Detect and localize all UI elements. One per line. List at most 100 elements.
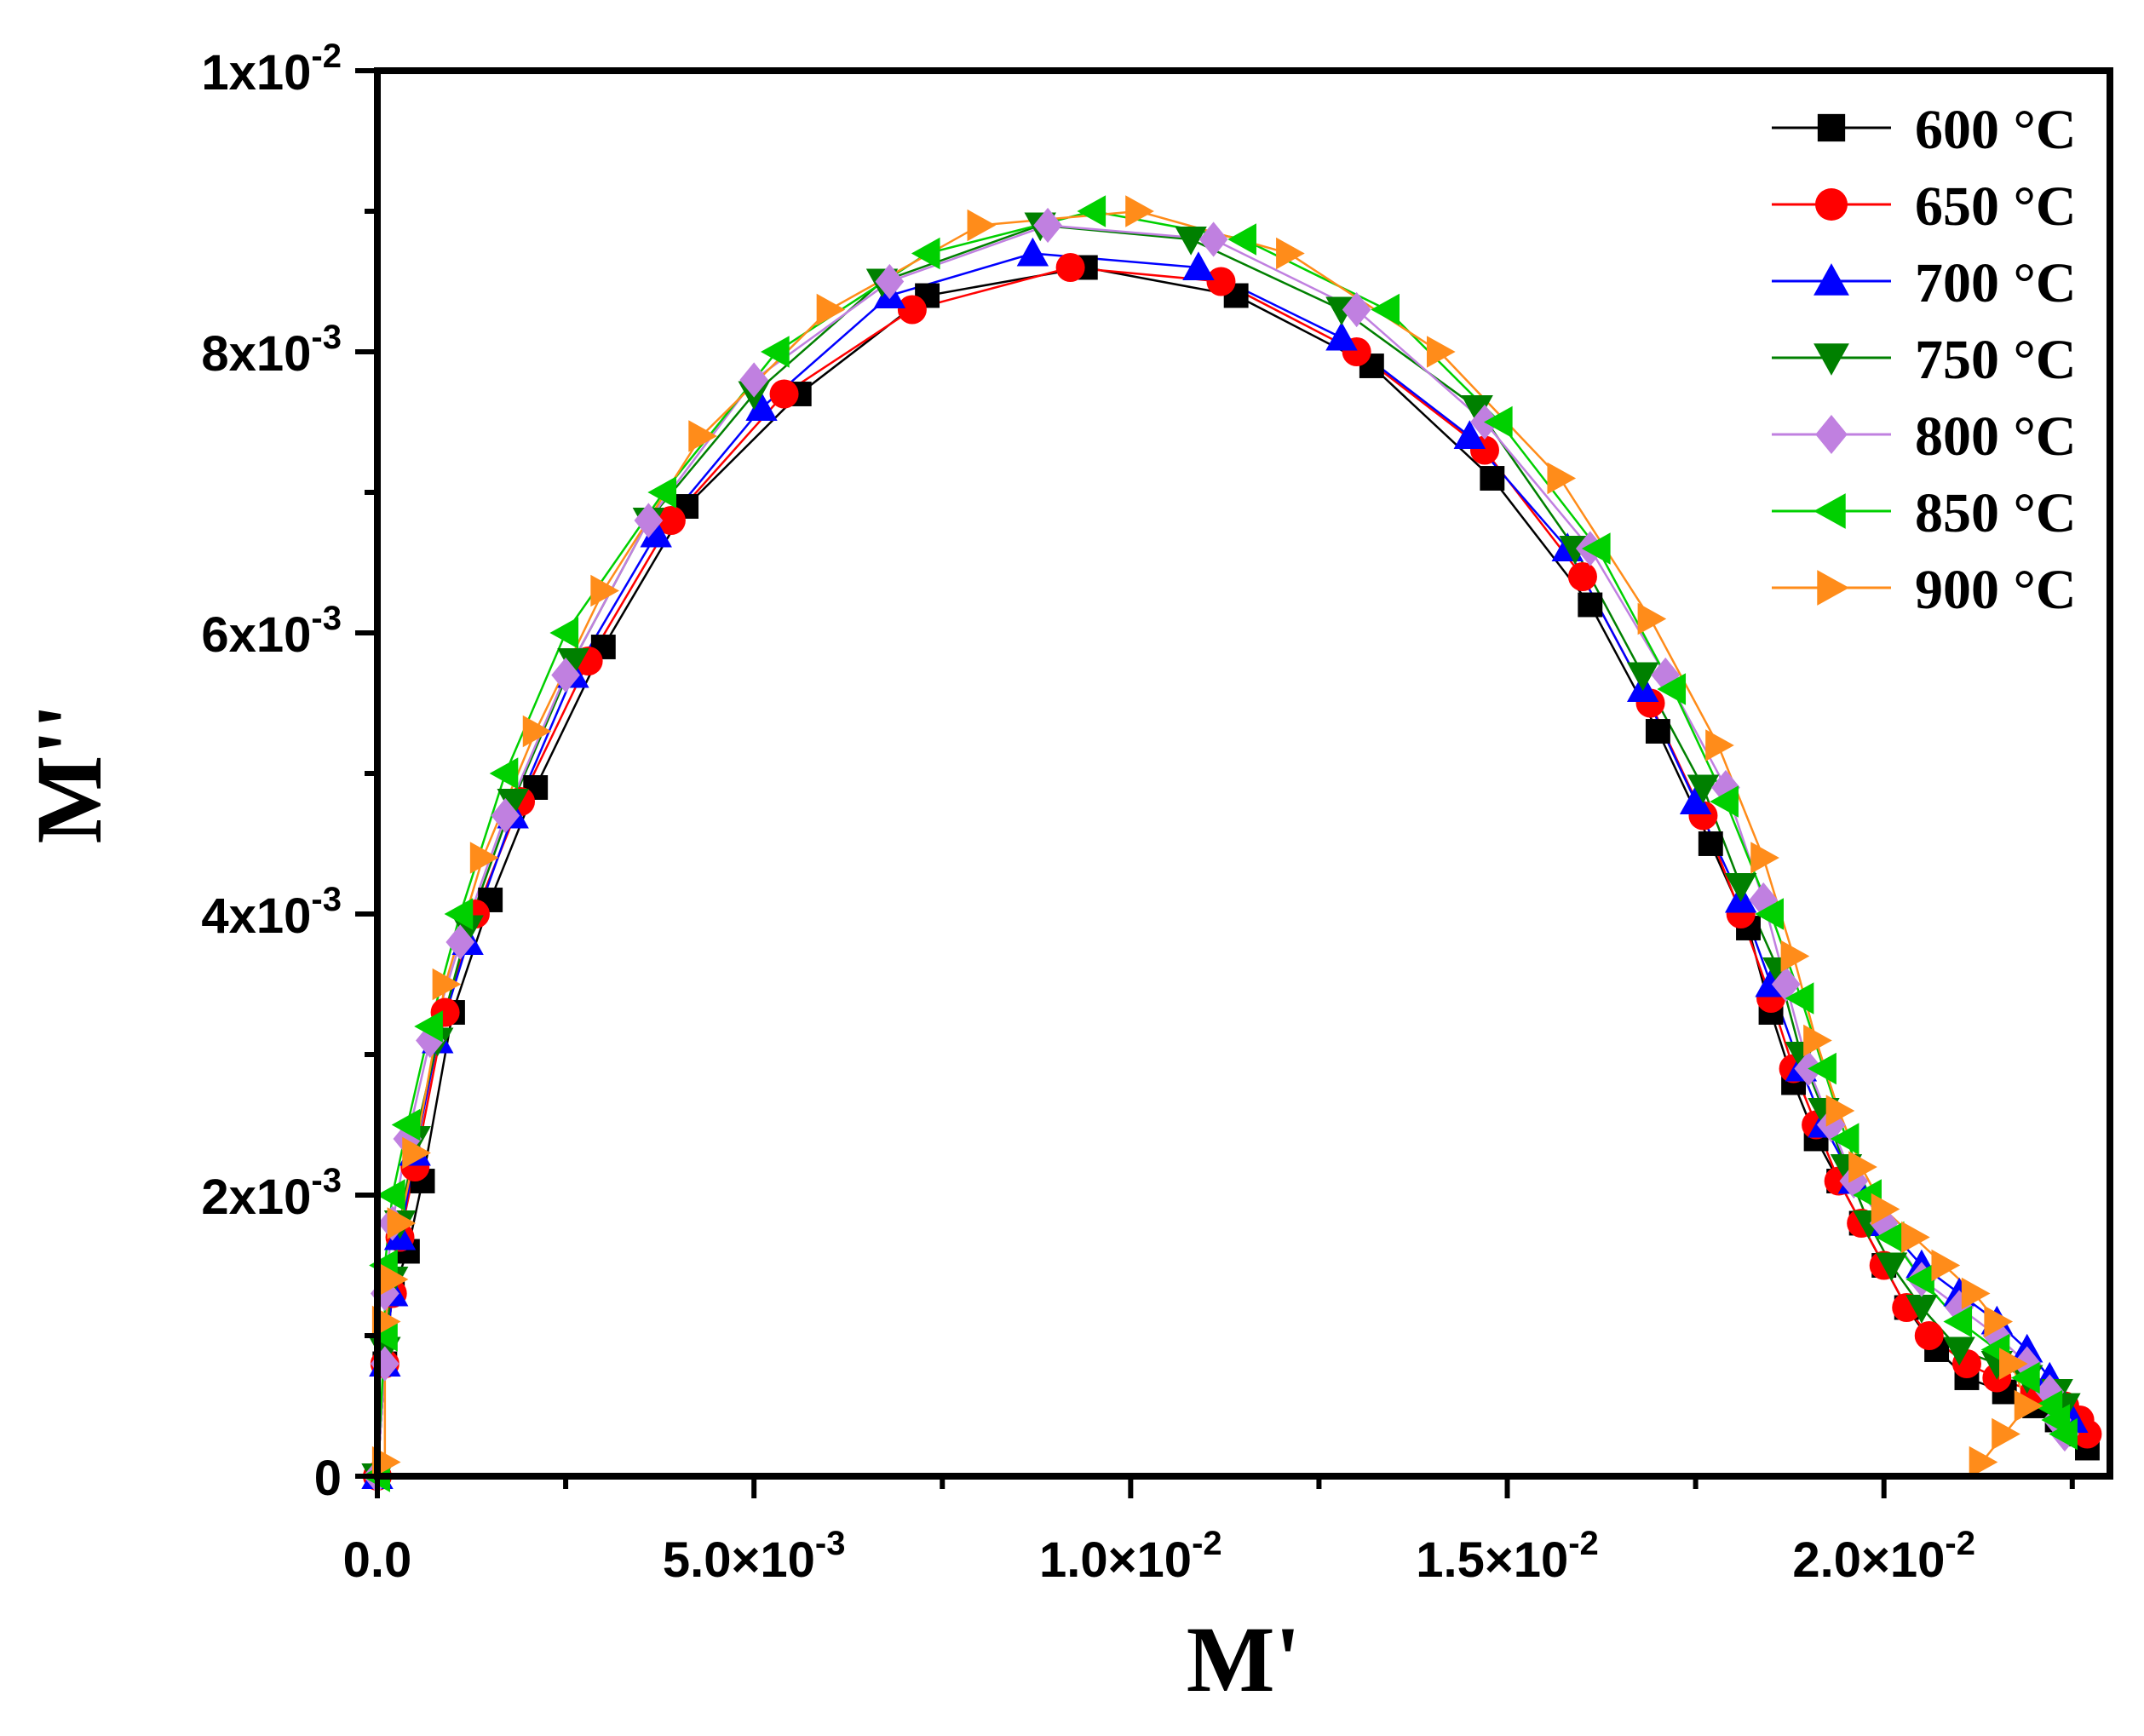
data-point [2049,1417,2078,1451]
legend-item-650-c: 650 °C [1772,175,2077,238]
data-point [647,476,677,509]
data-point [1483,405,1513,439]
data-point [1055,253,1085,282]
data-point [402,1136,431,1170]
data-point [379,1263,409,1296]
data-point [1905,1263,1934,1296]
data-point [432,968,462,1001]
data-point [369,1319,398,1352]
y-tick-label: 2x10-3 [201,1162,342,1225]
data-point [1875,1252,1908,1282]
legend-label: 850 °C [1915,482,2077,544]
data-point [1342,291,1371,328]
data-point [1931,1249,1961,1282]
data-point [1182,251,1215,280]
data-point [1578,592,1603,618]
data-point [1830,1123,1859,1155]
data-point [1453,420,1486,449]
data-point [1771,966,1801,1003]
data-point [1825,1095,1855,1127]
data-point [1276,237,1305,270]
data-point [1547,462,1577,495]
data-point [1016,237,1049,267]
legend-label: 700 °C [1915,252,2077,314]
data-point [1901,1221,1930,1254]
data-point [1198,221,1228,257]
data-point [489,757,519,790]
legend-label: 900 °C [1915,559,2077,621]
data-point [1943,1336,1975,1366]
data-point [469,842,499,874]
legend-item-800-c: 800 °C [1772,405,2077,468]
data-point [391,1108,421,1141]
data-point [551,657,580,693]
data-point [2014,1389,2043,1423]
x-tick-label: 5.0×10-3 [663,1525,846,1588]
data-point [445,924,475,960]
y-tick-label: 6x10-3 [201,600,342,663]
data-point [1969,1446,1998,1479]
legend-marker [1813,343,1849,376]
legend-marker [1815,188,1848,221]
legend: 600 °C 650 °C 700 °C 750 °C 800 °C 850 °C 900 … [1772,99,2077,621]
data-point [1657,673,1687,705]
y-tick-label: 1x10-2 [201,37,342,101]
y-axis-title: M'' [17,704,121,844]
data-point [656,506,686,535]
data-point [1567,562,1597,591]
legend-label: 650 °C [1915,175,2077,238]
data-point [1325,321,1358,351]
legend-item-850-c: 850 °C [1772,482,2077,544]
data-point [1679,785,1712,814]
data-point [875,263,905,300]
legend-item-600-c: 600 °C [1772,99,2077,161]
data-point [1175,227,1207,256]
data-point [1914,1321,1944,1350]
data-point [1651,657,1681,693]
data-point [549,617,579,649]
data-point [491,797,520,834]
data-point [444,898,474,930]
legend-label: 600 °C [1915,99,2077,161]
series-line-600-c [376,266,2089,1477]
data-point [739,362,769,398]
data-point [1999,1348,2028,1380]
data-point [1033,207,1062,244]
legend-marker [1813,493,1846,529]
data-point [1750,842,1779,874]
data-point [911,237,940,270]
data-point [745,392,778,421]
legend-label: 750 °C [1915,329,2077,391]
data-point [761,336,790,368]
data-point [1992,1417,2020,1451]
x-tick-label: 1.0×10-2 [1039,1525,1222,1588]
tick-labels-group: 0.0 5.0×10-3 1.0×10-2 1.5×10-2 2.0×10-2 0 2x10… [201,37,1975,1588]
data-point [1871,1193,1900,1226]
y-tick-label: 4x10-3 [201,881,342,944]
x-tick-label: 0.0 [343,1532,412,1588]
data-point [2011,1361,2040,1394]
data-point [816,293,846,326]
legend-marker [1817,570,1849,606]
x-tick-label: 2.0×10-2 [1792,1525,1975,1588]
data-point [1581,532,1611,565]
legend-item-700-c: 700 °C [1772,252,2077,314]
data-point [1461,395,1493,424]
y-tick-label: 0 [314,1451,342,1506]
data-point [1785,982,1814,1015]
data-point [1905,1295,1938,1324]
x-tick-label: 1.5×10-2 [1416,1525,1599,1588]
legend-item-900-c: 900 °C [1772,559,2077,621]
legend-marker [1815,415,1848,454]
data-point [1755,898,1785,930]
data-point [769,379,799,409]
data-point [1637,602,1667,635]
data-point [1426,336,1456,368]
data-point [1687,774,1720,804]
data-point [376,1179,405,1211]
x-axis-title: M' [1187,1607,1301,1711]
data-point [1803,1024,1832,1057]
data-point [1371,293,1400,326]
